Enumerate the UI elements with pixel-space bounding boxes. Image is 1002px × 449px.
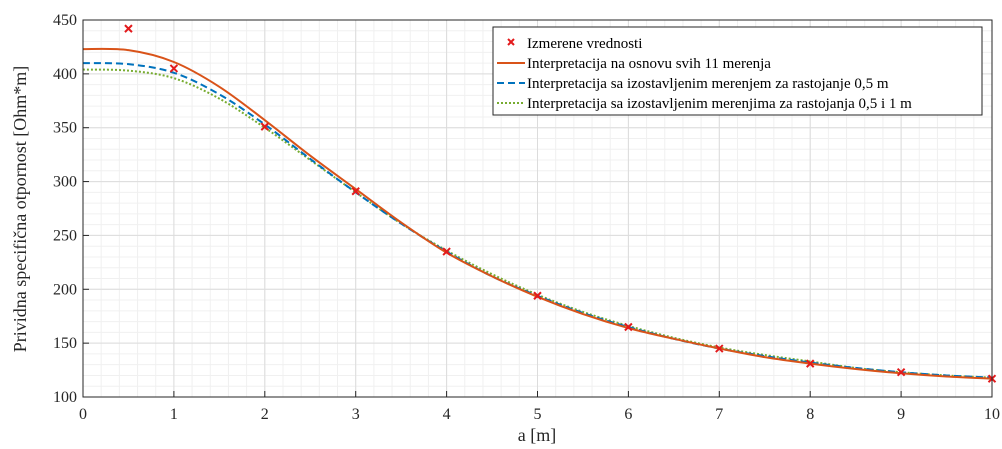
data-point-marker	[442, 247, 451, 256]
data-point-marker	[169, 64, 179, 73]
x-tick-label: 7	[715, 406, 723, 423]
y-tick-label: 100	[53, 389, 77, 406]
data-point-marker	[896, 368, 906, 377]
data-point-marker	[624, 322, 633, 332]
y-tick-label: 400	[53, 66, 77, 83]
marker-stroke	[442, 247, 451, 256]
marker-stroke	[715, 344, 724, 353]
marker-stroke	[896, 368, 906, 377]
legend-label-without-0-5: Interpretacija sa izostavljenim merenjem…	[527, 76, 889, 92]
y-tick-label: 150	[53, 335, 77, 352]
legend-marker-sample	[507, 38, 515, 46]
x-tick-label: 10	[984, 406, 1000, 423]
marker-stroke	[124, 24, 133, 33]
x-tick-label: 5	[534, 406, 542, 423]
y-axis-title: Prividna specifična otpornost [Ohm*m]	[10, 66, 30, 352]
x-tick-label: 6	[624, 406, 632, 423]
y-tick-label: 300	[53, 174, 77, 191]
plot-lines	[82, 24, 997, 383]
x-axis-title: a [m]	[518, 425, 556, 445]
data-point-marker	[533, 291, 542, 300]
x-tick-label: 8	[806, 406, 814, 423]
axes: 0 1 2 3 4 5 6 7 8 9 10 100 150 200 250 300 350 400 450	[53, 12, 1000, 423]
marker-stroke	[533, 291, 542, 300]
legend: Izmerene vrednosti Interpretacija na osn…	[492, 26, 983, 116]
marker-stroke	[260, 122, 270, 131]
marker-stroke	[624, 322, 633, 332]
x-tick-label: 0	[79, 406, 87, 423]
data-point-marker	[805, 359, 815, 368]
x-tick-label: 2	[261, 406, 269, 423]
x-tick-label: 3	[352, 406, 360, 423]
marker-stroke	[805, 359, 815, 368]
legend-label-measured: Izmerene vrednosti	[527, 36, 642, 52]
legend-box	[492, 26, 983, 116]
marker-stroke	[351, 187, 360, 196]
marker-stroke	[169, 64, 179, 73]
data-point-marker	[260, 122, 270, 131]
legend-marker-cross-2	[507, 38, 515, 46]
legend-label-without-0-5-and-1: Interpretacija sa izostavljenim merenjim…	[527, 96, 912, 112]
y-tick-label: 200	[53, 281, 77, 298]
plot-frame	[82, 19, 993, 398]
y-tick-label: 350	[53, 120, 77, 137]
x-tick-label: 1	[170, 406, 178, 423]
x-tick-label: 4	[443, 406, 451, 423]
x-tick-label: 9	[897, 406, 905, 423]
data-point-marker	[124, 24, 133, 33]
y-tick-label: 450	[53, 12, 77, 29]
data-point-marker	[715, 344, 724, 353]
y-tick-label: 250	[53, 227, 77, 244]
legend-label-all-measurements: Interpretacija na osnovu svih 11 merenja	[527, 56, 771, 72]
data-point-marker	[351, 187, 360, 196]
